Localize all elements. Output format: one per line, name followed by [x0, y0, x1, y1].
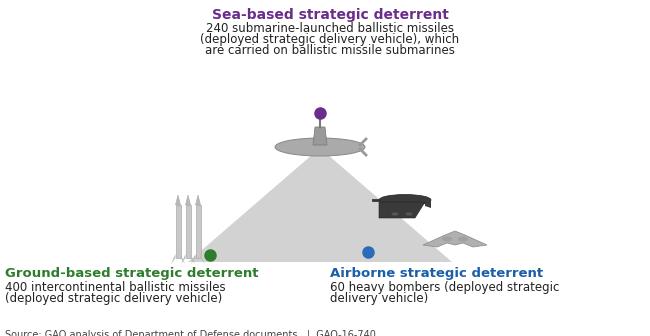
Polygon shape	[423, 231, 487, 247]
Text: Ground-based strategic deterrent: Ground-based strategic deterrent	[5, 267, 259, 280]
Bar	[176, 205, 181, 258]
Polygon shape	[181, 254, 185, 264]
Polygon shape	[190, 254, 195, 264]
Text: Source: GAO analysis of Department of Defense documents.  |  GAO-16-740: Source: GAO analysis of Department of De…	[5, 330, 376, 336]
Polygon shape	[185, 195, 190, 205]
Ellipse shape	[405, 212, 413, 216]
Polygon shape	[188, 148, 452, 262]
Text: are carried on ballistic missile submarines: are carried on ballistic missile submari…	[205, 44, 455, 57]
Ellipse shape	[275, 138, 365, 156]
Polygon shape	[191, 254, 196, 264]
Polygon shape	[379, 202, 425, 218]
Polygon shape	[181, 254, 185, 264]
Polygon shape	[196, 195, 200, 205]
Text: (deployed strategic delivery vehicle), which: (deployed strategic delivery vehicle), w…	[200, 33, 460, 46]
Text: delivery vehicle): delivery vehicle)	[330, 292, 428, 305]
Polygon shape	[176, 195, 181, 205]
Text: 400 intercontinental ballistic missiles: 400 intercontinental ballistic missiles	[5, 281, 226, 294]
Ellipse shape	[391, 212, 399, 216]
Ellipse shape	[458, 237, 468, 242]
Text: Sea-based strategic deterrent: Sea-based strategic deterrent	[211, 8, 448, 22]
Ellipse shape	[379, 195, 431, 206]
Polygon shape	[171, 254, 176, 264]
Text: 240 submarine-launched ballistic missiles: 240 submarine-launched ballistic missile…	[206, 22, 454, 35]
Ellipse shape	[442, 237, 452, 242]
Polygon shape	[425, 199, 431, 208]
Text: (deployed strategic delivery vehicle): (deployed strategic delivery vehicle)	[5, 292, 222, 305]
Bar	[185, 205, 190, 258]
Polygon shape	[200, 254, 205, 264]
Polygon shape	[313, 127, 327, 145]
Text: 60 heavy bombers (deployed strategic: 60 heavy bombers (deployed strategic	[330, 281, 560, 294]
Bar	[196, 205, 200, 258]
Text: Airborne strategic deterrent: Airborne strategic deterrent	[330, 267, 543, 280]
